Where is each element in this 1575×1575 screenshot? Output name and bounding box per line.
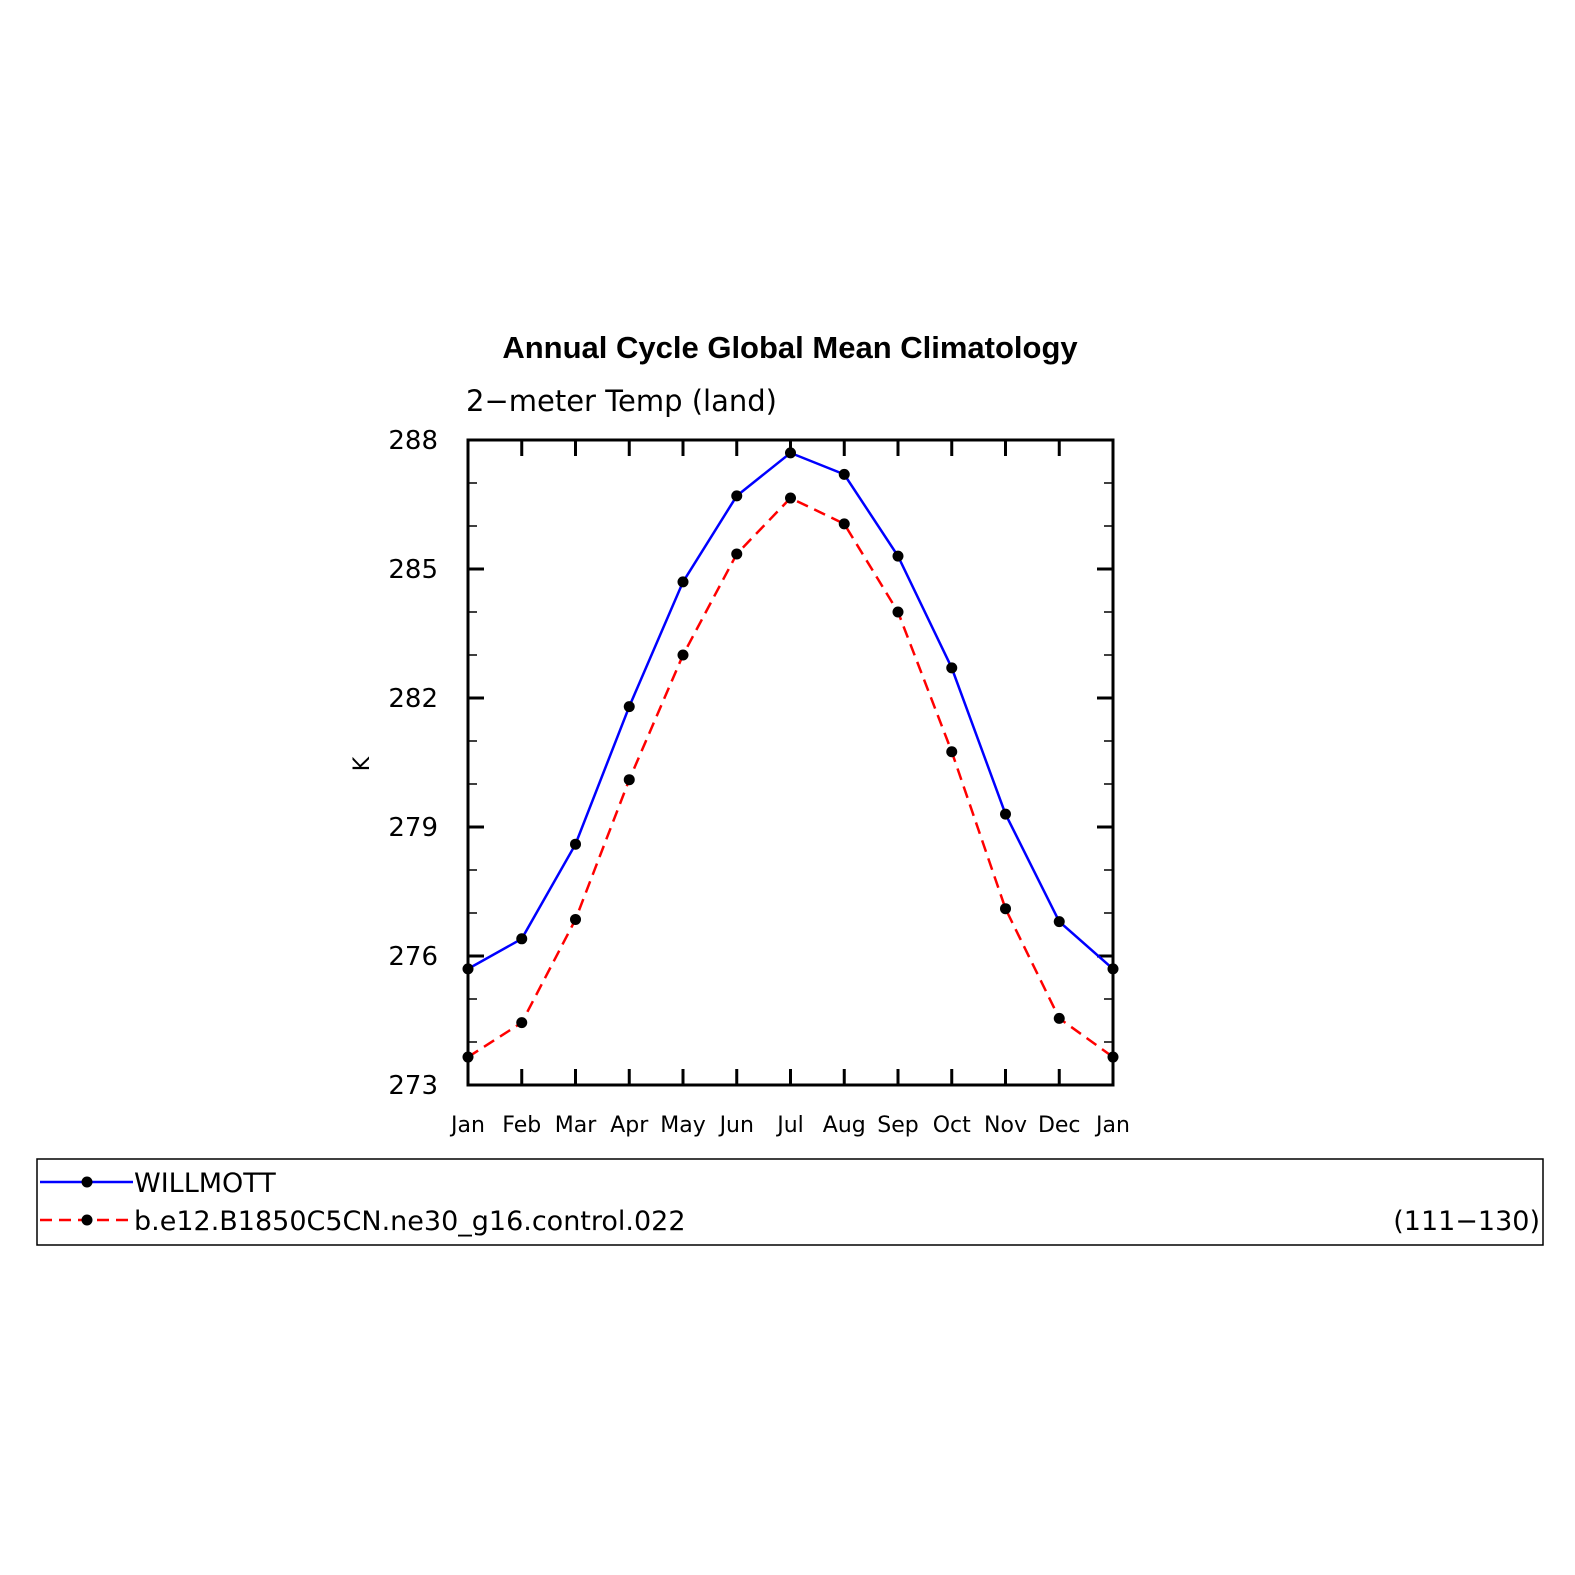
plot-frame <box>466 438 1115 1087</box>
x-tick-label: Jun <box>718 1113 754 1138</box>
data-point-0 <box>516 933 528 945</box>
y-tick-label: 273 <box>388 1071 438 1101</box>
y-tick-label: 279 <box>388 813 438 843</box>
data-point-1 <box>462 1051 474 1063</box>
chart-subtitle: 2−meter Temp (land) <box>466 384 777 418</box>
x-axis-ticks: Jan Feb Mar Apr May Jun Jul Aug Sep Oct Nov Dec Jan <box>449 440 1130 1138</box>
data-point-1 <box>946 746 958 758</box>
legend: WILLMOTT b.e12.B1850C5CN.ne30_g16.contro… <box>36 1158 1544 1246</box>
x-tick-label: Oct <box>933 1113 971 1138</box>
data-point-1 <box>677 649 689 661</box>
data-point-0 <box>570 838 581 850</box>
y-tick-label: 276 <box>388 942 438 972</box>
data-point-0 <box>946 662 958 674</box>
data-point-1 <box>1107 1051 1119 1063</box>
x-tick-label: Jan <box>1094 1113 1130 1138</box>
legend-marker-model <box>81 1214 93 1226</box>
data-point-1 <box>892 606 904 618</box>
x-tick-label: Sep <box>877 1113 918 1138</box>
legend-marker-willmott <box>81 1176 93 1188</box>
series-line-1 <box>467 496 1114 1059</box>
x-tick-label: Apr <box>610 1113 649 1138</box>
data-point-1 <box>516 1017 528 1029</box>
data-point-0 <box>1053 916 1065 928</box>
x-tick-label: Nov <box>984 1113 1027 1138</box>
series-line-0 <box>467 451 1114 970</box>
data-point-1 <box>570 913 581 925</box>
data-point-1 <box>623 774 635 786</box>
x-tick-label: Dec <box>1038 1113 1081 1138</box>
data-point-0 <box>623 701 635 713</box>
y-tick-label: 282 <box>388 684 438 714</box>
y-tick-label: 285 <box>388 555 438 585</box>
data-point-0 <box>731 490 743 502</box>
data-point-1 <box>838 518 850 530</box>
y-axis-ticks: 273 276 279 282 285 288 <box>388 426 1113 1101</box>
x-tick-label: Jul <box>775 1113 804 1138</box>
y-tick-label: 288 <box>388 426 438 456</box>
data-point-1 <box>1000 903 1011 915</box>
data-point-1 <box>731 548 743 560</box>
y-axis-label: K <box>350 756 375 771</box>
data-point-0 <box>892 550 904 562</box>
chart-title: Annual Cycle Global Mean Climatology <box>502 330 1078 365</box>
x-tick-label: Aug <box>823 1113 866 1138</box>
data-point-0 <box>785 447 796 459</box>
data-point-0 <box>838 468 850 480</box>
legend-label-willmott: WILLMOTT <box>134 1168 276 1199</box>
x-tick-label: Jan <box>449 1113 485 1138</box>
x-tick-label: Mar <box>555 1113 597 1138</box>
legend-note: (111−130) <box>1393 1206 1540 1237</box>
series-layer <box>462 447 1119 1063</box>
data-point-0 <box>1107 963 1119 975</box>
data-point-0 <box>677 576 689 588</box>
data-point-1 <box>785 492 796 504</box>
x-tick-label: Feb <box>502 1113 541 1138</box>
legend-box <box>36 1158 1544 1246</box>
x-tick-label: May <box>660 1113 705 1138</box>
data-point-0 <box>1000 808 1011 820</box>
legend-label-model: b.e12.B1850C5CN.ne30_g16.control.022 <box>134 1206 686 1237</box>
data-point-1 <box>1053 1012 1065 1024</box>
data-point-0 <box>462 963 474 975</box>
